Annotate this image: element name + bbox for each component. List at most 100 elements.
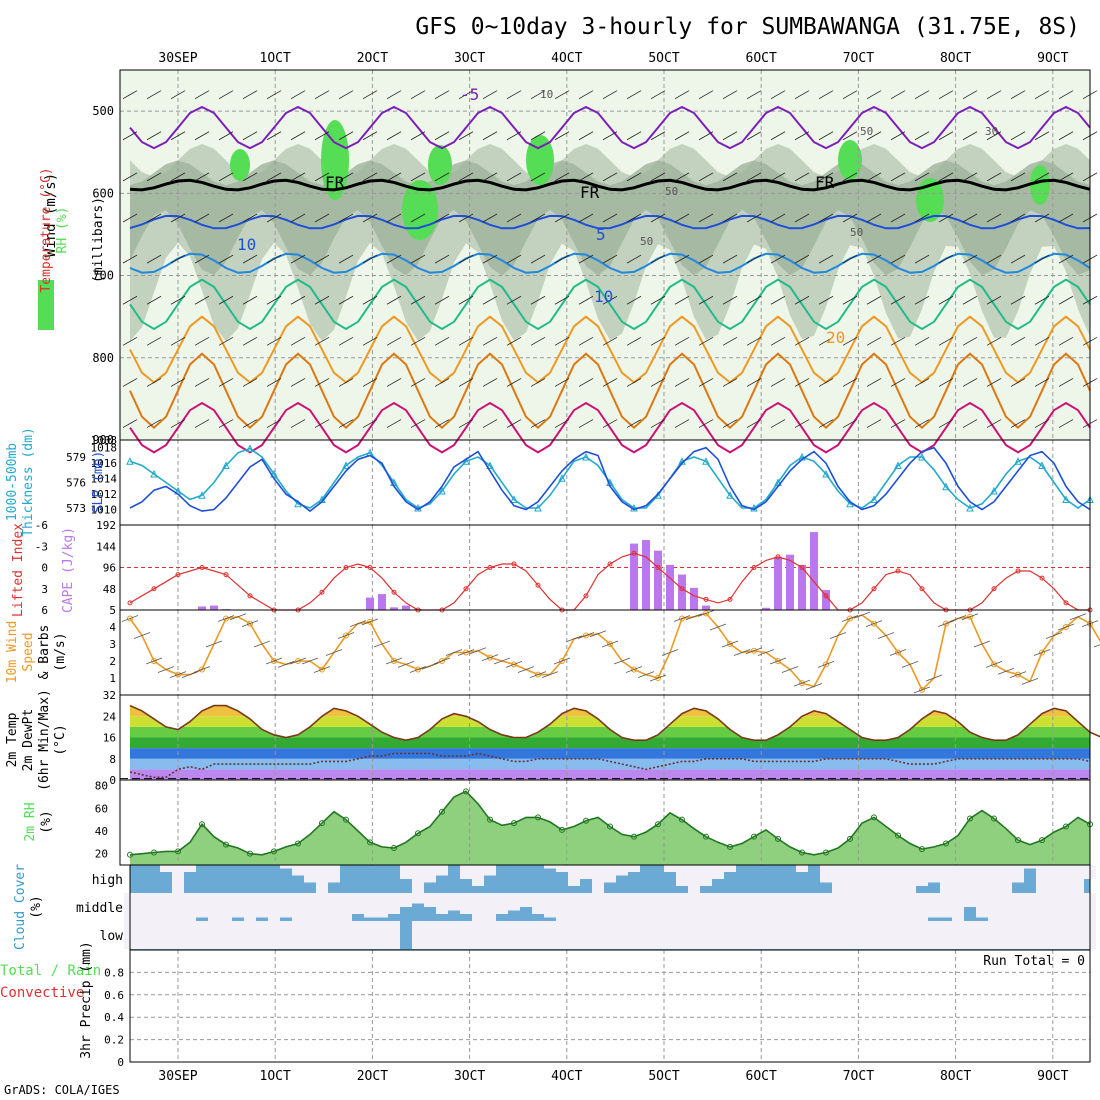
temp-color-band — [130, 737, 1090, 749]
cloud-clear-block — [1048, 893, 1060, 921]
wind-barb — [1058, 378, 1074, 387]
wind-barb — [458, 254, 474, 264]
cloud-clear-block — [316, 865, 328, 893]
wind-barb — [290, 419, 306, 428]
cloud-clear-block — [1012, 921, 1024, 949]
panel-ylabel: 3hr Precip (mm) — [79, 941, 94, 1058]
cape-bar — [366, 597, 374, 610]
wind-speed-marker — [583, 632, 589, 639]
wind-barb — [410, 131, 426, 141]
wind-barb — [242, 172, 258, 182]
cape-bar — [390, 607, 398, 610]
panel-ylabel: 10m Wind — [5, 621, 20, 684]
wind-barb — [698, 336, 714, 346]
wind-barb — [338, 254, 354, 264]
surface-wind-barb — [865, 620, 883, 627]
rh2m-marker — [391, 845, 397, 851]
cloud-clear-block — [664, 893, 676, 921]
wind-barb — [1058, 295, 1074, 305]
wind-barb — [602, 172, 618, 182]
surface-wind-barb — [685, 613, 703, 621]
wind-barb — [722, 419, 738, 428]
surface-wind-barb — [613, 657, 631, 665]
temp-color-band — [130, 726, 1090, 738]
cloud-clear-block — [220, 921, 232, 949]
wind-barb — [410, 90, 426, 100]
cloud-clear-block — [988, 893, 1000, 921]
cloud-clear-block — [964, 893, 976, 907]
cloud-clear-block — [868, 921, 880, 949]
contour-label: 50 — [665, 185, 678, 198]
wind-barb — [722, 336, 738, 346]
wind-speed-marker — [967, 613, 973, 620]
cape-bar — [822, 590, 830, 610]
cloud-clear-block — [568, 865, 580, 886]
cloud-clear-block — [472, 921, 484, 949]
cloud-clear-block — [568, 921, 580, 949]
wind-barb — [482, 172, 498, 182]
cloud-clear-block — [196, 893, 208, 918]
cloud-clear-block — [1060, 893, 1072, 921]
cloud-clear-block — [640, 921, 652, 949]
cloud-clear-block — [220, 893, 232, 921]
cloud-clear-block — [628, 893, 640, 921]
rh2m-marker — [535, 814, 541, 821]
cloud-clear-block — [1060, 865, 1072, 893]
thickness-marker — [270, 469, 278, 478]
cloud-clear-block — [544, 921, 556, 949]
cloud-clear-block — [148, 893, 160, 921]
wind-barb — [866, 295, 882, 305]
thickness-marker — [462, 457, 470, 465]
rh-high-blob — [838, 140, 862, 180]
wind-barb — [170, 336, 186, 346]
rh2m-marker — [991, 815, 997, 822]
panel-ylabel: & Barbs — [37, 625, 52, 680]
surface-wind-barb — [505, 661, 523, 668]
lifted-index-marker — [247, 593, 253, 599]
cloud-clear-block — [268, 921, 280, 949]
wind-speed-marker — [559, 658, 565, 664]
isotherm-20 — [129, 315, 1091, 384]
chart-title: GFS 0~10day 3-hourly for SUMBAWANGA (31.… — [415, 14, 1080, 40]
wind-barb — [434, 419, 450, 428]
wind-barb — [986, 419, 1002, 428]
wind-barb — [962, 254, 978, 264]
wind-barb — [290, 295, 306, 305]
surface-wind-barb — [709, 623, 727, 631]
surface-wind-barb — [973, 640, 991, 648]
wind-barb — [698, 90, 714, 100]
surface-wind-barb — [337, 632, 355, 639]
wind-barb — [386, 213, 402, 223]
wind-barb — [698, 419, 714, 428]
surface-wind-barb — [889, 649, 907, 656]
surface-wind-barb — [757, 649, 775, 656]
wind-barb — [266, 336, 282, 346]
lifted-index-marker — [1039, 575, 1045, 581]
surface-wind-barb — [397, 661, 415, 668]
rh2m-marker — [511, 820, 517, 827]
contour-label: 10 — [594, 287, 613, 306]
wind-barb — [218, 378, 234, 387]
thickness-marker — [1062, 495, 1070, 503]
date-label-bottom: 2OCT — [357, 1069, 388, 1084]
temp-color-band — [130, 769, 1090, 780]
rh2m-marker — [1015, 837, 1021, 844]
surface-wind-barb — [361, 618, 379, 626]
wind-barb — [1058, 336, 1074, 346]
wind-speed-marker — [775, 658, 781, 664]
wind-barb — [218, 336, 234, 346]
wind-barb — [1058, 131, 1074, 141]
wind-barb — [386, 172, 402, 182]
wind-barb — [290, 131, 306, 141]
lifted-index-marker — [727, 596, 733, 602]
thickness-marker — [558, 474, 566, 482]
contour-label: 10 — [540, 88, 553, 101]
axis-labels: 30SEP 30SEP 1OCT 1OCT 2OCT 2OCT 3OCT 3OCT 4OCT 4O… — [0, 51, 1085, 1084]
cloud-clear-block — [436, 893, 448, 914]
date-label-bottom: 3OCT — [454, 1069, 485, 1084]
cloud-clear-block — [712, 893, 724, 921]
cloud-clear-block — [232, 921, 244, 949]
wind-barb — [890, 172, 906, 182]
date-label-bottom: 5OCT — [648, 1069, 679, 1084]
cloud-clear-block — [676, 865, 688, 886]
